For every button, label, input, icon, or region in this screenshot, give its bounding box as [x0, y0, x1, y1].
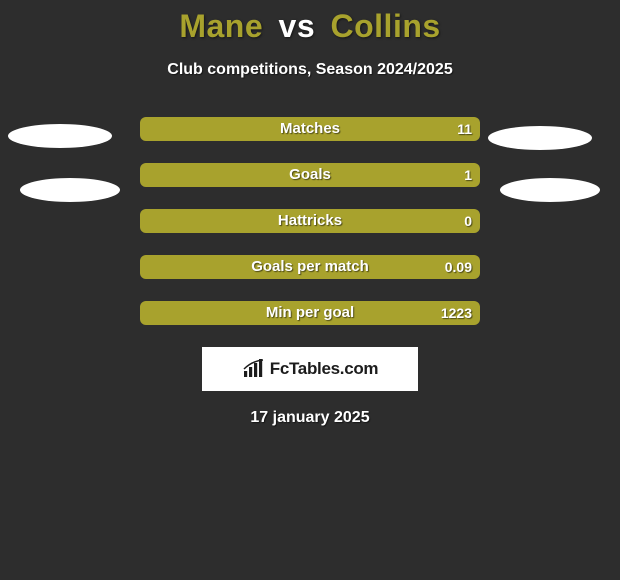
stat-row: Goals1 [0, 163, 620, 187]
date-text: 17 january 2025 [0, 409, 620, 427]
stat-bar-left [140, 255, 157, 279]
stat-bar-container [140, 163, 480, 187]
stat-bar-container [140, 117, 480, 141]
stat-bar-container [140, 209, 480, 233]
stat-row: Hattricks0 [0, 209, 620, 233]
stat-bar-container [140, 255, 480, 279]
stat-bar-right [157, 117, 480, 141]
stat-bar-right [310, 209, 480, 233]
stat-row: Min per goal1223 [0, 301, 620, 325]
brand-text: FcTables.com [270, 359, 379, 379]
stat-row: Goals per match0.09 [0, 255, 620, 279]
player2-name: Collins [331, 8, 441, 44]
stat-bar-right [157, 163, 480, 187]
stat-row: Matches11 [0, 117, 620, 141]
stat-bar-left [140, 163, 157, 187]
chart-icon [242, 359, 266, 379]
stat-bar-right [157, 255, 480, 279]
page-title: Mane vs Collins [0, 0, 620, 45]
stat-bar-left [140, 117, 157, 141]
subtitle: Club competitions, Season 2024/2025 [0, 61, 620, 79]
stat-bar-left [140, 301, 157, 325]
brand-box: FcTables.com [202, 347, 418, 391]
stat-bar-container [140, 301, 480, 325]
player1-name: Mane [179, 8, 263, 44]
stat-bar-right [157, 301, 480, 325]
vs-text: vs [279, 8, 316, 44]
stat-bar-left [140, 209, 310, 233]
